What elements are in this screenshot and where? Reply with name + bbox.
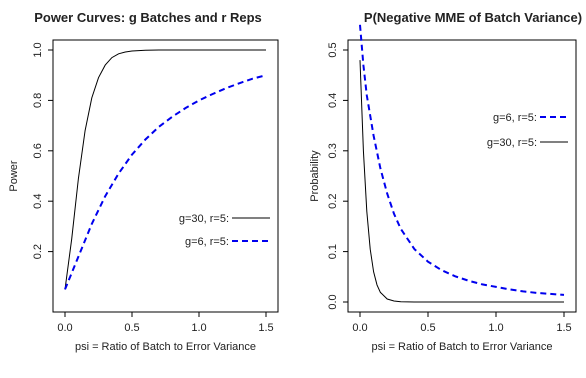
y-axis-label: Power [8, 160, 20, 192]
x-tick-label: 0.5 [124, 322, 139, 334]
y-tick-label: 0.0 [327, 294, 339, 309]
chart-title: P(Negative MME of Batch Variance) [364, 10, 582, 25]
legend-label: g=6, r=5: [185, 236, 229, 248]
x-tick-label: 0.0 [57, 322, 72, 334]
plot-frame [347, 39, 577, 313]
y-axis-label: Probability [309, 150, 321, 202]
y-tick-label: 1.0 [32, 42, 44, 57]
y-tick-label: 0.1 [327, 244, 339, 259]
x-tick-label: 0.5 [420, 322, 435, 334]
chart-panel-2: P(Negative MME of Batch Variance) 0.0 0.5 1… [309, 10, 582, 353]
y-tick-label: 0.8 [32, 93, 44, 108]
y-tick-label: 0.4 [32, 194, 44, 209]
chart-panel-1: Power Curves: g Batches and r Reps 0.0 0.5… [8, 10, 279, 353]
legend-label: g=30, r=5: [487, 137, 537, 149]
y-tick-label: 0.4 [327, 93, 339, 108]
legend-label: g=30, r=5: [179, 213, 229, 225]
series-line-2 [64, 74, 267, 290]
y-tick-label: 0.6 [32, 143, 44, 158]
y-tick-label: 0.3 [327, 143, 339, 158]
series-line-2 [359, 60, 564, 303]
series-line-1 [359, 24, 565, 296]
y-tick-label: 0.2 [32, 244, 44, 259]
chart-title: Power Curves: g Batches and r Reps [34, 10, 262, 25]
x-tick-label: 1.5 [258, 322, 273, 334]
y-tick-label: 0.5 [327, 42, 339, 57]
x-tick-label: 1.0 [488, 322, 503, 334]
x-tick-label: 1.0 [191, 322, 206, 334]
x-axis-label: psi = Ratio of Batch to Error Variance [371, 341, 552, 353]
plot-frame [52, 39, 279, 313]
x-tick-label: 1.5 [556, 322, 571, 334]
legend-label: g=6, r=5: [493, 112, 537, 124]
x-tick-label: 0.0 [352, 322, 367, 334]
series-line-1 [64, 49, 266, 290]
x-axis-label: psi = Ratio of Batch to Error Variance [75, 341, 256, 353]
y-tick-label: 0.2 [327, 194, 339, 209]
